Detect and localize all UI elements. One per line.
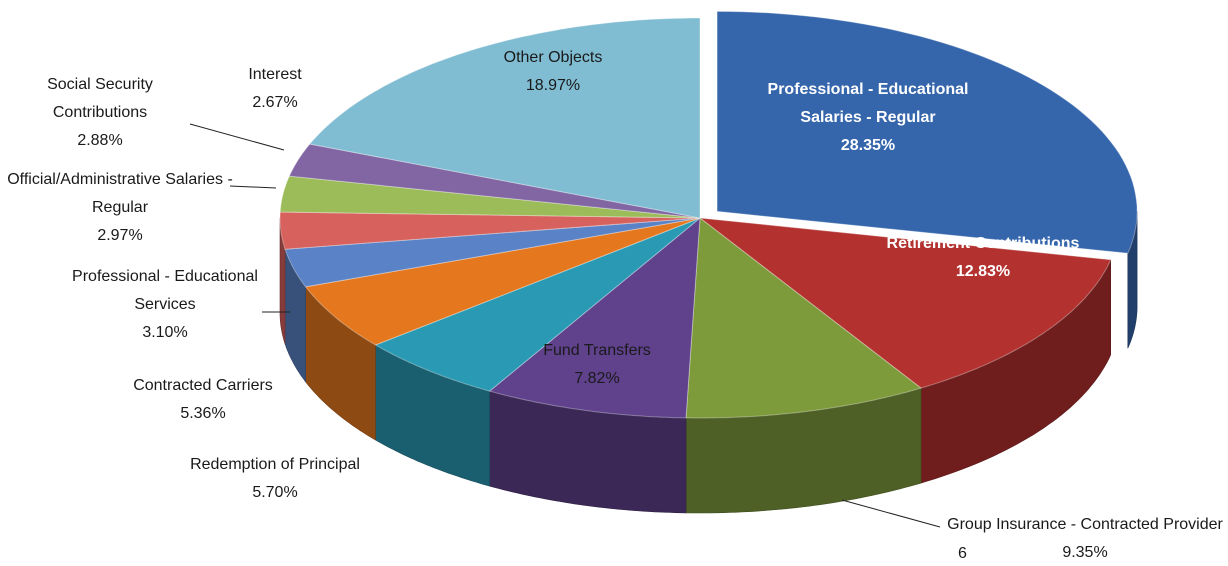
slice-label: Contracted Carriers 5.36% bbox=[93, 372, 313, 428]
slice bbox=[716, 10, 1138, 254]
slice bbox=[279, 175, 701, 219]
label-name: Group Insurance - Contracted Provider bbox=[947, 516, 1223, 533]
slice-label: Professional - Educational Services 3.10% bbox=[55, 263, 275, 347]
label-name: Professional - Educational Services bbox=[72, 268, 258, 313]
label-value: 2.67% bbox=[252, 94, 298, 111]
slice bbox=[279, 211, 701, 250]
slice bbox=[284, 217, 701, 288]
label-value: 12.83% bbox=[955, 263, 1011, 280]
leader-line bbox=[189, 123, 285, 151]
label-value: 7.82% bbox=[574, 370, 620, 387]
label-value: 2.97% bbox=[97, 227, 143, 244]
slice-label: Interest 2.67% bbox=[215, 61, 335, 117]
slice bbox=[698, 217, 1112, 389]
leader-line bbox=[841, 499, 941, 528]
label-value: 9.35% bbox=[1062, 544, 1108, 561]
label-value: 5.36% bbox=[180, 405, 226, 422]
label-name: Social Security Contributions bbox=[47, 76, 153, 121]
label-name: Fund Transfers bbox=[543, 342, 651, 359]
slice-label: Other Objects 18.97% bbox=[453, 44, 653, 100]
slice bbox=[304, 217, 701, 346]
slice bbox=[288, 143, 701, 219]
slice-label: Retirement Contributions 12.83% bbox=[843, 230, 1123, 286]
slice-label: Fund Transfers 7.82% bbox=[497, 337, 697, 393]
slice bbox=[488, 216, 701, 419]
slice bbox=[308, 17, 701, 219]
label-value: 28.35% bbox=[840, 137, 896, 154]
label-name: Redemption of Principal bbox=[190, 456, 360, 473]
label-name: Official/Administrative Salaries - Regul… bbox=[7, 171, 233, 216]
slice bbox=[685, 217, 923, 419]
label-name: Contracted Carriers bbox=[133, 377, 273, 394]
slice bbox=[374, 217, 701, 392]
label-name: Interest bbox=[248, 66, 302, 83]
slice-label: Social Security Contributions 2.88% bbox=[10, 71, 190, 155]
slice-label: Professional - Educational Salaries - Re… bbox=[748, 76, 988, 160]
slice-label: Official/Administrative Salaries - Regul… bbox=[0, 166, 240, 250]
label-value: 5.70% bbox=[252, 484, 298, 501]
label-value: 18.97% bbox=[525, 77, 581, 94]
page-number: 6 bbox=[958, 545, 967, 562]
slice-label: Redemption of Principal 5.70% bbox=[145, 451, 405, 507]
slice-side bbox=[279, 218, 286, 345]
leader-line bbox=[229, 185, 277, 189]
label-value: 3.10% bbox=[142, 324, 188, 341]
slice-label: Group Insurance - Contracted Provider 9.3… bbox=[935, 511, 1228, 566]
label-name: Retirement Contributions bbox=[886, 235, 1080, 252]
slice-side bbox=[1127, 211, 1138, 349]
label-name: Professional - Educational Salaries - Re… bbox=[767, 81, 969, 126]
label-value: 2.88% bbox=[77, 132, 123, 149]
label-name: Other Objects bbox=[503, 49, 603, 66]
